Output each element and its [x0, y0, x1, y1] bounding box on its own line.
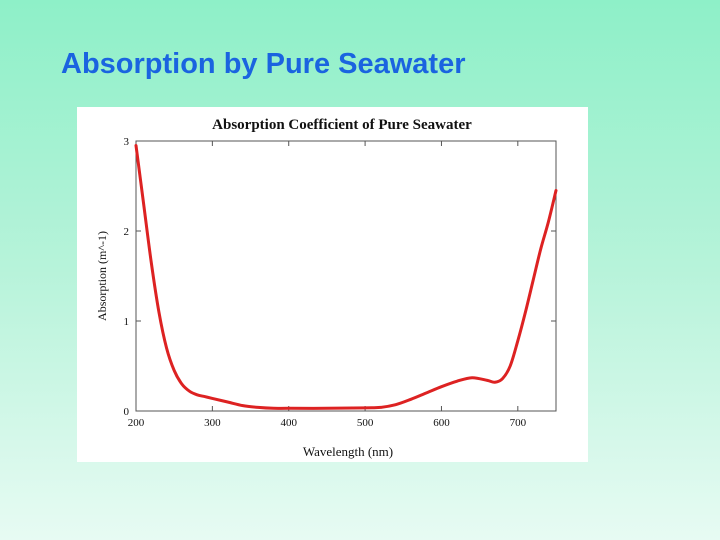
- y-tick-label: 0: [124, 406, 130, 418]
- y-tick-label: 1: [124, 316, 130, 328]
- plot-frame: [135, 140, 557, 412]
- slide-title: Absorption by Pure Seawater: [61, 48, 466, 80]
- y-tick-label: 2: [124, 226, 130, 238]
- absorption-chart: Absorption Coefficient of Pure Seawater …: [95, 117, 558, 459]
- x-tick-label: 700: [510, 417, 527, 429]
- x-axis-label: Wavelength (nm): [303, 444, 393, 459]
- y-axis-ticks: 0 1 2 3: [124, 136, 556, 418]
- y-axis-label: Absorption (m^-1): [95, 231, 109, 321]
- chart-panel: Absorption Coefficient of Pure Seawater …: [77, 107, 588, 462]
- y-tick-label: 3: [124, 136, 130, 148]
- x-axis-ticks: 200 300 400 500 600 700: [128, 141, 527, 429]
- x-tick-label: 300: [204, 417, 221, 429]
- x-tick-label: 200: [128, 417, 145, 429]
- x-tick-label: 600: [433, 417, 450, 429]
- x-tick-label: 500: [357, 417, 374, 429]
- chart-title: Absorption Coefficient of Pure Seawater: [212, 117, 472, 133]
- absorption-curve: [134, 144, 558, 410]
- x-tick-label: 400: [280, 417, 297, 429]
- series-layer: [134, 144, 558, 410]
